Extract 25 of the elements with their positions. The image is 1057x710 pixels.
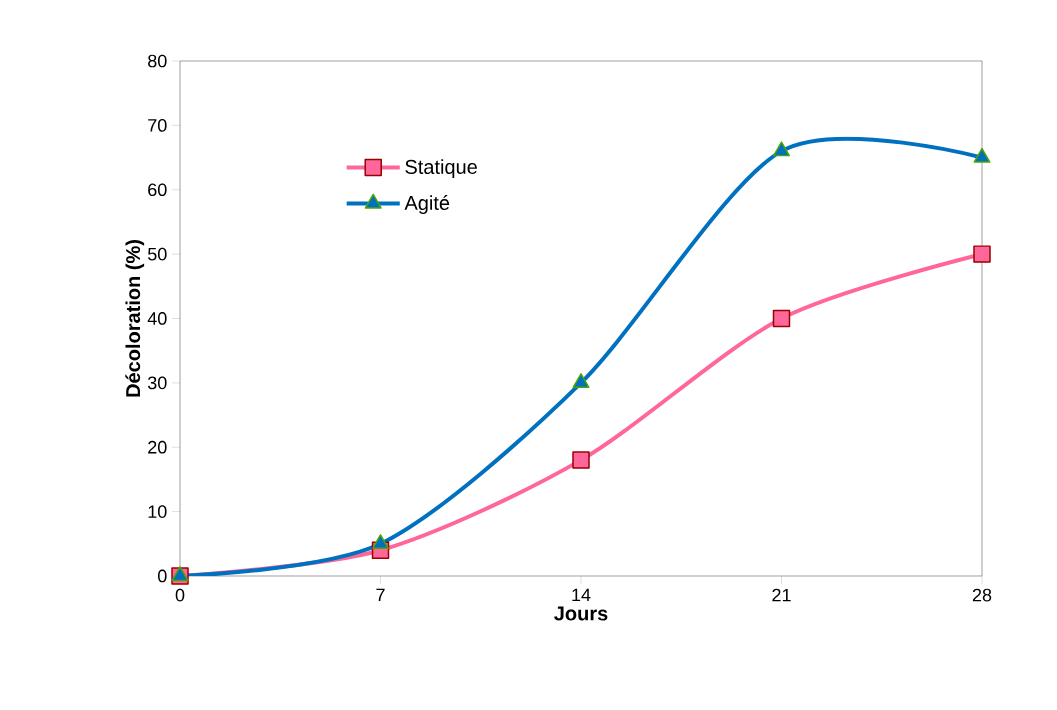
- point: [572, 373, 590, 389]
- y-tick-label: 30: [147, 376, 167, 390]
- y-tick-label: 50: [147, 247, 167, 261]
- point: [973, 147, 991, 163]
- y-tick-label: 0: [158, 569, 167, 583]
- y-tick-label: 80: [148, 54, 167, 68]
- x-tick-label: 21: [772, 588, 791, 602]
- y-tick-label: 10: [148, 505, 167, 518]
- x-tick-label: 28: [972, 588, 992, 602]
- y-tick-label: 70: [148, 119, 167, 132]
- point: [572, 451, 590, 469]
- y-tick-label: 20: [148, 440, 167, 454]
- y-axis-title: Décoloration (%): [125, 240, 145, 397]
- x-tick-label: 0: [175, 588, 185, 602]
- x-tick-label: 7: [376, 588, 385, 602]
- x-axis-title: Jours: [554, 606, 608, 621]
- x-tick-label: 14: [572, 588, 591, 602]
- y-tick-label: 60: [148, 183, 167, 197]
- point: [772, 309, 791, 328]
- legend-label: Agité: [404, 195, 450, 214]
- point: [371, 534, 390, 550]
- y-tick-label: 40: [147, 312, 167, 325]
- point: [772, 141, 791, 157]
- point: [973, 245, 991, 263]
- legend-label: Statique: [405, 159, 477, 178]
